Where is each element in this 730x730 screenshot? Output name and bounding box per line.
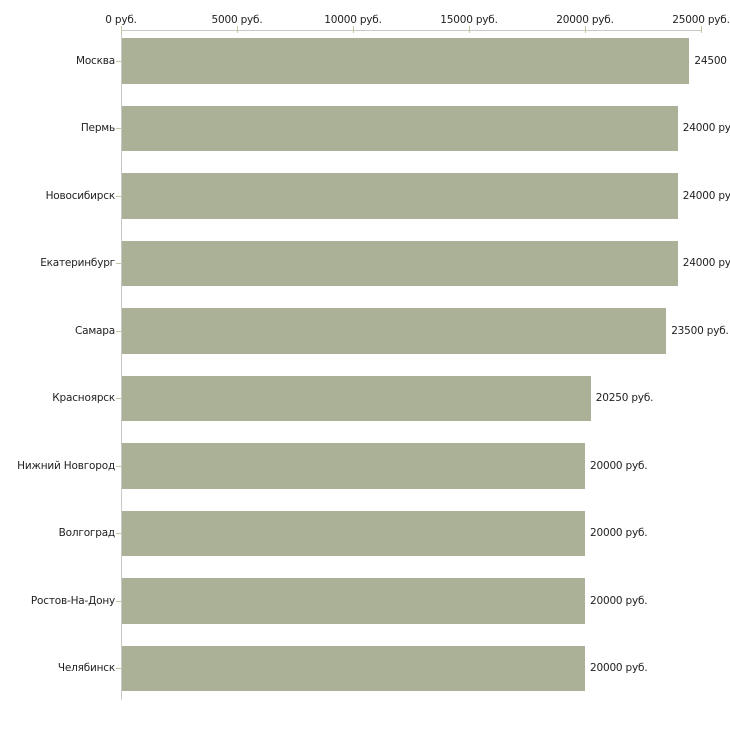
x-tick-label: 10000 руб. — [324, 14, 382, 26]
category-label: Пермь — [80, 122, 115, 135]
category-label: Красноярск — [52, 392, 115, 405]
category-tick-mark — [116, 600, 121, 602]
category-tick-mark — [116, 668, 121, 670]
category-tick-mark — [116, 195, 121, 197]
value-label: 24000 руб. — [682, 189, 730, 202]
x-tick-mark — [701, 26, 702, 33]
x-tick-label: 5000 руб. — [211, 14, 263, 26]
category-tick-mark — [116, 330, 121, 332]
bar — [122, 173, 678, 219]
bar — [122, 240, 678, 286]
x-tick-mark — [353, 26, 354, 33]
value-label: 20000 руб. — [590, 527, 648, 540]
bar — [122, 510, 585, 556]
category-label: Москва — [75, 54, 115, 67]
x-tick-mark — [585, 26, 586, 33]
x-tick-mark — [237, 26, 238, 33]
x-tick-label: 0 руб. — [105, 14, 137, 26]
bar — [122, 375, 591, 421]
x-tick-mark — [121, 26, 122, 33]
y-axis-line — [121, 30, 122, 700]
bar — [122, 105, 678, 151]
bar — [122, 645, 585, 691]
category-label: Екатеринбург — [40, 257, 115, 270]
category-label: Нижний Новгород — [17, 459, 115, 472]
category-tick-mark — [116, 533, 121, 535]
bar — [122, 38, 690, 84]
value-label: 24000 руб. — [682, 257, 730, 270]
value-label: 24000 руб. — [682, 122, 730, 135]
x-tick-label: 25000 руб. — [672, 14, 730, 26]
bar — [122, 443, 585, 489]
bar — [122, 578, 585, 624]
value-label: 20000 руб. — [590, 594, 648, 607]
x-tick-label: 20000 руб. — [556, 14, 614, 26]
category-tick-mark — [116, 263, 121, 265]
value-label: 23500 руб. — [671, 324, 729, 337]
value-label: 20000 руб. — [590, 459, 648, 472]
category-label: Новосибирск — [45, 189, 116, 202]
value-label: 24500 руб. — [694, 54, 730, 67]
category-label: Челябинск — [57, 662, 115, 675]
category-tick-mark — [116, 398, 121, 400]
x-tick-label: 15000 руб. — [440, 14, 498, 26]
value-label: 20000 руб. — [590, 662, 648, 675]
value-label: 20250 руб. — [595, 392, 654, 405]
category-tick-mark — [116, 60, 121, 62]
category-label: Самара — [74, 324, 115, 337]
category-tick-mark — [116, 465, 121, 467]
category-label: Ростов-На-Дону — [30, 594, 115, 607]
bar — [122, 308, 667, 354]
category-label: Волгоград — [58, 527, 116, 540]
category-tick-mark — [116, 128, 121, 130]
x-axis-line — [121, 30, 702, 31]
x-tick-mark — [469, 26, 470, 33]
